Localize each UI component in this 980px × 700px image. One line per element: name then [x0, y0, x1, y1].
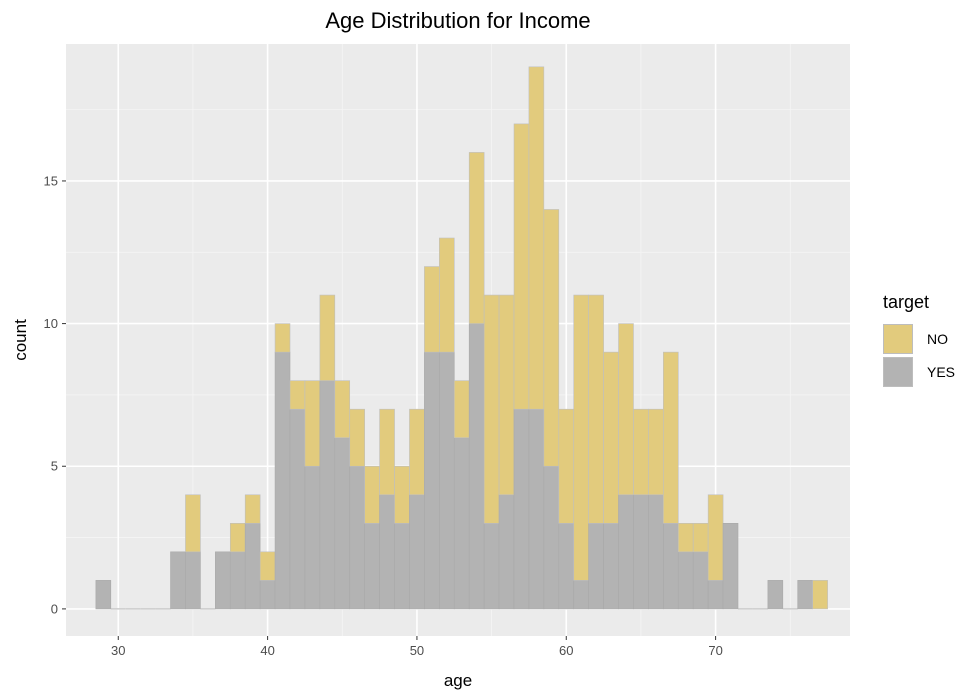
legend-item-no: NO — [883, 324, 948, 354]
histogram-bar-no — [677, 523, 694, 553]
x-tick-label: 40 — [260, 643, 274, 658]
histogram-bar-no — [558, 408, 575, 524]
histogram-bar-no — [588, 294, 604, 524]
histogram-bar-no — [185, 494, 201, 553]
histogram-bar-yes — [483, 523, 500, 610]
histogram-bar-no — [618, 323, 634, 496]
histogram-bar-yes — [528, 408, 545, 610]
histogram-bar-no — [424, 266, 440, 353]
histogram-bar-yes — [394, 523, 410, 610]
y-tick-label: 15 — [44, 173, 58, 188]
histogram-bar-no — [349, 408, 365, 467]
histogram-bar-yes — [543, 465, 560, 610]
histogram-bar-no — [439, 237, 455, 353]
histogram-bar-no — [543, 209, 560, 467]
histogram-bar-yes — [215, 551, 231, 610]
histogram-bar-no — [244, 494, 261, 524]
histogram-bar-no — [483, 294, 500, 524]
histogram-bar-yes — [319, 380, 336, 610]
histogram-bar-yes — [424, 351, 440, 610]
histogram-bar-yes — [573, 580, 589, 610]
legend-swatch-no — [883, 324, 913, 354]
histogram-bar-no — [528, 66, 545, 410]
histogram-bar-no — [289, 380, 306, 410]
y-tick-label: 10 — [44, 316, 58, 331]
y-tick-label: 0 — [51, 601, 58, 616]
histogram-bar-no — [603, 351, 619, 524]
histogram-bars — [95, 66, 828, 610]
histogram-bar-no — [513, 123, 530, 410]
histogram-bar-yes — [304, 465, 321, 610]
histogram-bar-yes — [797, 580, 813, 610]
histogram-bar-yes — [259, 580, 276, 610]
histogram-bar-yes — [648, 494, 664, 610]
histogram-bar-no — [304, 380, 321, 467]
y-axis-title: count — [11, 319, 30, 361]
chart-title: Age Distribution for Income — [325, 8, 591, 33]
histogram-bar-yes — [95, 580, 112, 610]
histogram-bar-yes — [558, 523, 575, 610]
x-tick-label: 70 — [708, 643, 722, 658]
legend-title: target — [883, 292, 930, 312]
histogram-bar-yes — [618, 494, 634, 610]
histogram-bar-yes — [767, 580, 784, 610]
histogram-bar-no — [259, 551, 276, 581]
x-tick-label: 30 — [111, 643, 125, 658]
histogram-bar-no — [379, 408, 395, 496]
x-tick-label: 50 — [410, 643, 424, 658]
histogram-bar-yes — [439, 351, 455, 610]
x-axis-title: age — [444, 671, 472, 690]
histogram-bar-yes — [498, 494, 515, 610]
histogram-bar-yes — [185, 551, 201, 610]
histogram-bar-no — [648, 408, 664, 496]
histogram-bar-no — [692, 523, 709, 553]
histogram-bar-no — [229, 523, 246, 553]
histogram-bar-yes — [513, 408, 530, 610]
histogram-bar-no — [364, 465, 380, 524]
histogram-bar-yes — [633, 494, 649, 610]
histogram-bar-no — [498, 294, 515, 496]
x-axis-ticks: 30 40 50 60 70 — [111, 636, 723, 658]
histogram-bar-yes — [677, 551, 694, 610]
histogram-bar-yes — [244, 523, 261, 610]
histogram-bar-no — [468, 152, 485, 324]
histogram-bar-yes — [349, 465, 365, 610]
y-axis-ticks: 0 5 10 15 — [44, 173, 66, 616]
histogram-bar-no — [274, 323, 291, 353]
histogram-bar-yes — [170, 551, 186, 610]
histogram-bar-no — [812, 580, 828, 610]
histogram-bar-yes — [722, 523, 739, 610]
histogram-bar-no — [394, 465, 410, 524]
histogram-bar-no — [663, 351, 679, 524]
histogram-bar-no — [453, 380, 470, 439]
histogram-bar-yes — [707, 580, 724, 610]
histogram-bar-no — [707, 494, 724, 581]
histogram-bar-yes — [663, 523, 679, 610]
histogram-bar-yes — [468, 323, 485, 610]
y-tick-label: 5 — [51, 459, 58, 474]
histogram-bar-no — [409, 408, 425, 496]
histogram-bar-no — [334, 380, 351, 439]
legend-item-yes: YES — [883, 357, 955, 387]
legend-label-yes: YES — [927, 364, 956, 380]
histogram-bar-yes — [274, 351, 291, 610]
histogram-bar-no — [573, 294, 589, 581]
histogram-bar-yes — [453, 437, 470, 610]
x-tick-label: 60 — [559, 643, 573, 658]
histogram-bar-yes — [364, 523, 380, 610]
histogram-bar-yes — [409, 494, 425, 610]
histogram-bar-yes — [289, 408, 306, 610]
histogram-bar-yes — [603, 523, 619, 610]
legend-swatch-yes — [883, 357, 913, 387]
histogram-bar-yes — [692, 551, 709, 610]
histogram-bar-no — [319, 294, 336, 381]
histogram-bar-yes — [229, 551, 246, 610]
histogram-bar-yes — [588, 523, 604, 610]
histogram-bar-no — [633, 408, 649, 496]
histogram-bar-yes — [334, 437, 351, 610]
histogram-bar-yes — [379, 494, 395, 610]
legend-label-no: NO — [927, 331, 948, 347]
